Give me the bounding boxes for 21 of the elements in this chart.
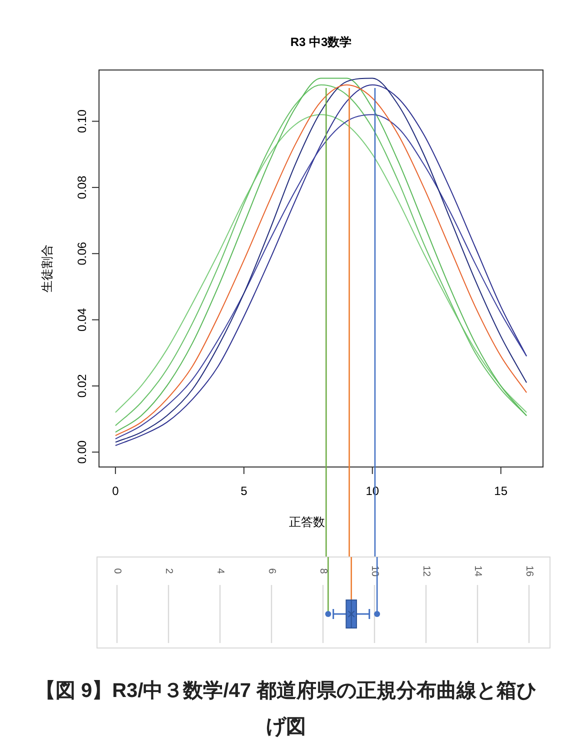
x-tick-label: 8 xyxy=(318,568,328,574)
x-tick-label: 16 xyxy=(524,565,534,577)
y-tick-label: 0.02 xyxy=(75,374,89,398)
x-tick-label: 4 xyxy=(214,568,226,574)
x-tick-label: 2 xyxy=(163,568,174,574)
x-axis-title: 正答数 xyxy=(289,515,325,529)
x-tick-label: 0 xyxy=(112,484,120,498)
y-axis-title: 生徒割合 xyxy=(40,244,54,292)
x-tick-label: 15 xyxy=(494,484,508,498)
y-tick-label: 0.08 xyxy=(75,175,89,200)
x-tick-label: 12 xyxy=(420,565,432,577)
y-tick-label: 0.04 xyxy=(75,308,89,332)
y-tick-label: 0.00 xyxy=(75,440,89,464)
x-tick-label: 0 xyxy=(112,568,122,574)
x-tick-label: 5 xyxy=(240,484,248,498)
chart-title: R3 中3数学 xyxy=(290,35,352,49)
y-tick-label: 0.10 xyxy=(75,109,89,133)
y-tick-label: 0.06 xyxy=(75,242,89,266)
x-tick-label: 14 xyxy=(472,565,483,577)
x-tick-label: 6 xyxy=(266,568,277,574)
text: 【図 9】R3/中３数学/47 都道府県の正規分布曲線と箱ひげ図 xyxy=(35,679,537,738)
